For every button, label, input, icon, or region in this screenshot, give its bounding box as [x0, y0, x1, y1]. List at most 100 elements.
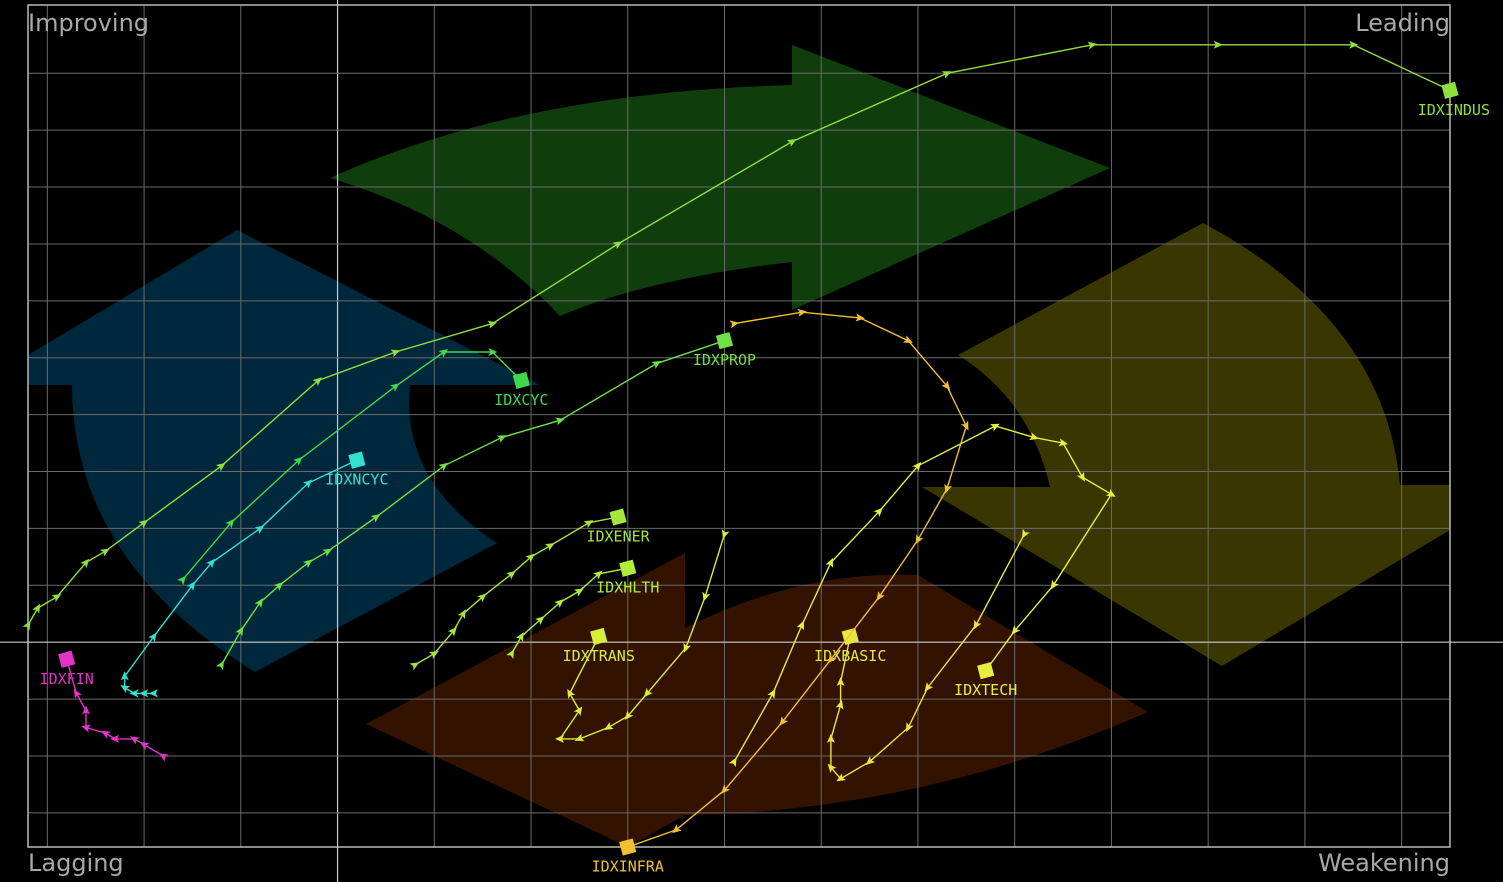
trail-point: [672, 824, 682, 834]
trail-point: [506, 570, 516, 580]
trail-point: [826, 733, 835, 743]
leading-arrow: [330, 45, 1110, 316]
trail-point: [836, 677, 845, 686]
trail-point: [544, 542, 555, 551]
trail-point: [855, 313, 865, 322]
trail-point: [139, 742, 150, 751]
quadrant-label: Improving: [28, 9, 149, 37]
trail-point: [912, 461, 922, 472]
trail-point: [865, 756, 876, 766]
trail-point: [409, 662, 420, 671]
trail-point: [496, 435, 507, 443]
trail-point: [438, 462, 448, 472]
trail-point: [915, 534, 924, 545]
trail-point: [612, 241, 623, 250]
trail-point: [779, 716, 789, 726]
head-marker: [348, 451, 366, 469]
trail-point: [82, 705, 90, 715]
trail-point: [51, 594, 62, 603]
trail-point: [683, 642, 691, 653]
trail-point: [876, 591, 885, 601]
plot: IDXINDUS IDXCYC IDXNCYC IDXPROP IDXFIN IDXENE…: [22, 40, 1490, 876]
trail-point: [555, 734, 564, 743]
trail-point: [535, 616, 545, 626]
head-marker: [58, 650, 76, 668]
trail-point: [989, 423, 1000, 432]
trail-point: [273, 581, 284, 591]
trail-point: [906, 722, 914, 732]
trail-point: [604, 722, 614, 731]
series-label: IDXINFRA: [592, 858, 664, 876]
trail-point: [302, 479, 313, 489]
trail-point: [216, 660, 224, 671]
trail-point: [796, 620, 805, 631]
trail-point: [120, 685, 131, 694]
quadrant-label: Leading: [1355, 9, 1450, 37]
trail-point: [1058, 438, 1069, 447]
head-marker: [609, 508, 627, 526]
trail-point: [515, 632, 524, 642]
trail-point: [390, 349, 401, 358]
trail-point: [120, 671, 129, 681]
trail-point: [941, 380, 951, 391]
trail-point: [129, 689, 139, 698]
trail-point: [1076, 471, 1085, 482]
trail-point: [1022, 528, 1030, 539]
trail-point: [651, 360, 662, 369]
series-label: IDXBASIC: [814, 647, 886, 665]
trail-point: [139, 689, 149, 698]
improving-arrow: [28, 230, 540, 672]
series-label: IDXFIN: [40, 670, 94, 688]
quadrant-label: Lagging: [28, 849, 124, 877]
trail-point: [786, 138, 797, 147]
trail-point: [924, 682, 934, 692]
trail-point: [1050, 579, 1059, 590]
trail-point: [81, 724, 91, 733]
trail-point: [1029, 432, 1039, 441]
head-marker: [1441, 81, 1459, 99]
trail-point: [825, 557, 834, 568]
series-label: IDXENER: [586, 528, 650, 546]
trail-point: [944, 483, 953, 494]
trail-point: [1105, 488, 1116, 497]
trail-point: [254, 598, 264, 608]
quadrant-label: Weakening: [1318, 849, 1450, 877]
trail-point: [389, 383, 400, 392]
series-label: IDXNCYC: [325, 471, 388, 489]
trail-point: [254, 525, 265, 534]
trail-point: [73, 689, 82, 699]
trail-point: [477, 593, 487, 603]
trail-point: [148, 689, 158, 698]
head-marker: [977, 662, 995, 680]
trail-point: [624, 710, 634, 720]
trail-point: [827, 763, 837, 774]
trail-point: [835, 699, 844, 710]
trail-point: [293, 456, 303, 466]
trail-point: [873, 507, 883, 517]
trail-point: [438, 349, 449, 358]
trail-point: [101, 730, 111, 739]
trail-point: [555, 417, 565, 426]
trail-point: [567, 689, 576, 699]
background-arrows: [28, 45, 1450, 847]
trail-point: [767, 689, 776, 699]
head-marker: [590, 627, 608, 646]
trail-point: [32, 603, 41, 614]
trail-point: [902, 335, 913, 343]
trail-point: [554, 599, 564, 609]
head-marker: [619, 838, 637, 856]
trail-point: [573, 706, 583, 717]
head-marker: [512, 371, 530, 390]
trail-point: [206, 558, 216, 569]
trail-point: [80, 558, 90, 569]
series-label: IDXTRANS: [563, 647, 635, 665]
trail-point: [1087, 41, 1098, 50]
trail-point: [159, 753, 169, 762]
series-label: IDXINDUS: [1418, 101, 1490, 119]
trail-point: [177, 575, 187, 586]
trail-point: [593, 570, 603, 580]
trail-point: [1011, 625, 1021, 635]
trail-point: [22, 620, 31, 631]
